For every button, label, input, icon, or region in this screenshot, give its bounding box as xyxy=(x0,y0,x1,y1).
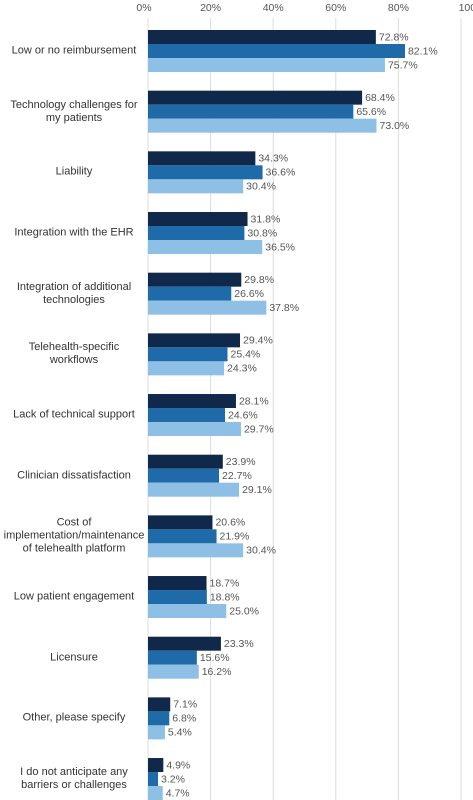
value-label: 68.4% xyxy=(365,92,395,104)
bar xyxy=(148,361,225,376)
bar xyxy=(148,179,244,194)
category-label: Technology challenges for my patients xyxy=(10,98,138,124)
value-label: 24.3% xyxy=(227,363,257,375)
value-label: 15.6% xyxy=(200,652,230,664)
category-label: Integration of additional technologies xyxy=(16,280,132,306)
bar xyxy=(148,104,354,119)
bar xyxy=(148,422,241,437)
bar xyxy=(148,333,241,348)
value-label: 23.3% xyxy=(224,638,254,650)
bar xyxy=(148,664,199,679)
bar xyxy=(148,636,221,651)
bar xyxy=(148,212,248,227)
x-tick-label: 20% xyxy=(200,2,221,14)
x-tick-label: 80% xyxy=(388,2,409,14)
bar xyxy=(148,697,171,712)
value-label: 34.3% xyxy=(258,153,288,165)
x-tick-label: 40% xyxy=(263,2,284,14)
value-label: 16.2% xyxy=(202,666,232,678)
category-label: Licensure xyxy=(50,651,98,664)
value-label: 29.1% xyxy=(242,484,272,496)
value-label: 36.5% xyxy=(265,241,295,253)
value-label: 7.1% xyxy=(173,699,197,711)
value-label: 18.8% xyxy=(210,591,240,603)
value-label: 4.9% xyxy=(166,759,190,771)
category-label: Integration with the EHR xyxy=(14,226,134,239)
value-label: 73.0% xyxy=(379,120,409,132)
bar xyxy=(148,394,236,409)
value-label: 82.1% xyxy=(408,45,438,57)
bar xyxy=(148,604,227,619)
bar xyxy=(148,58,385,72)
bar xyxy=(148,151,256,166)
category-label: Cost of implementation/maintenance of te… xyxy=(3,516,145,555)
value-label: 29.4% xyxy=(243,335,273,347)
category-label: Low patient engagement xyxy=(13,590,135,603)
value-label: 37.8% xyxy=(269,302,299,314)
value-label: 72.8% xyxy=(379,31,409,43)
bar xyxy=(148,515,213,530)
bar xyxy=(148,786,163,800)
bar xyxy=(148,226,245,241)
bar xyxy=(148,529,217,544)
category-label: Clinician dissatisfaction xyxy=(17,469,131,482)
category-label: Low or no reimbursement xyxy=(11,44,137,57)
value-label: 30.8% xyxy=(247,227,277,239)
value-label: 5.4% xyxy=(168,727,192,739)
value-label: 30.4% xyxy=(246,181,276,193)
value-label: 36.6% xyxy=(266,167,296,179)
bar xyxy=(148,758,164,773)
bar xyxy=(148,543,244,558)
bar xyxy=(148,44,405,58)
value-label: 18.7% xyxy=(210,577,240,589)
value-label: 31.8% xyxy=(251,213,281,225)
bar xyxy=(148,725,165,740)
bar xyxy=(148,468,220,483)
value-label: 30.4% xyxy=(246,545,276,557)
value-label: 29.8% xyxy=(244,274,274,286)
bar xyxy=(148,118,377,133)
bar xyxy=(148,90,363,105)
value-label: 29.7% xyxy=(244,423,274,435)
bar xyxy=(148,347,228,362)
value-label: 21.9% xyxy=(220,531,250,543)
bar xyxy=(148,240,263,255)
value-label: 65.6% xyxy=(356,106,386,118)
value-label: 23.9% xyxy=(226,456,256,468)
category-label: Telehealth-specific workflows xyxy=(28,341,120,367)
x-tick-label: 60% xyxy=(325,2,346,14)
bar xyxy=(148,772,159,787)
x-tick-label: 0% xyxy=(136,2,151,14)
bar xyxy=(148,408,225,423)
category-label: Lack of technical support xyxy=(13,408,135,421)
value-label: 6.8% xyxy=(172,713,196,725)
value-label: 25.4% xyxy=(231,349,261,361)
value-label: 25.0% xyxy=(229,605,259,617)
value-label: 20.6% xyxy=(215,517,245,529)
bar xyxy=(148,272,242,287)
bar xyxy=(148,590,207,605)
bar xyxy=(148,482,240,497)
value-label: 24.6% xyxy=(228,409,258,421)
category-label: I do not anticipate any barriers or chal… xyxy=(20,766,128,792)
bar xyxy=(148,30,376,44)
value-label: 22.7% xyxy=(222,470,252,482)
bar xyxy=(148,454,223,469)
value-label: 3.2% xyxy=(161,773,185,785)
bar xyxy=(148,576,207,591)
value-label: 4.7% xyxy=(166,787,190,799)
x-tick-label: 100% xyxy=(459,2,473,14)
bar xyxy=(148,165,263,180)
bar xyxy=(148,650,197,665)
bar xyxy=(148,300,267,315)
bar xyxy=(148,286,232,301)
value-label: 26.6% xyxy=(234,288,264,300)
bar xyxy=(148,711,170,726)
category-label: Liability xyxy=(55,165,93,178)
category-label: Other, please specify xyxy=(22,711,126,724)
value-label: 28.1% xyxy=(239,395,269,407)
value-label: 75.7% xyxy=(388,59,418,71)
